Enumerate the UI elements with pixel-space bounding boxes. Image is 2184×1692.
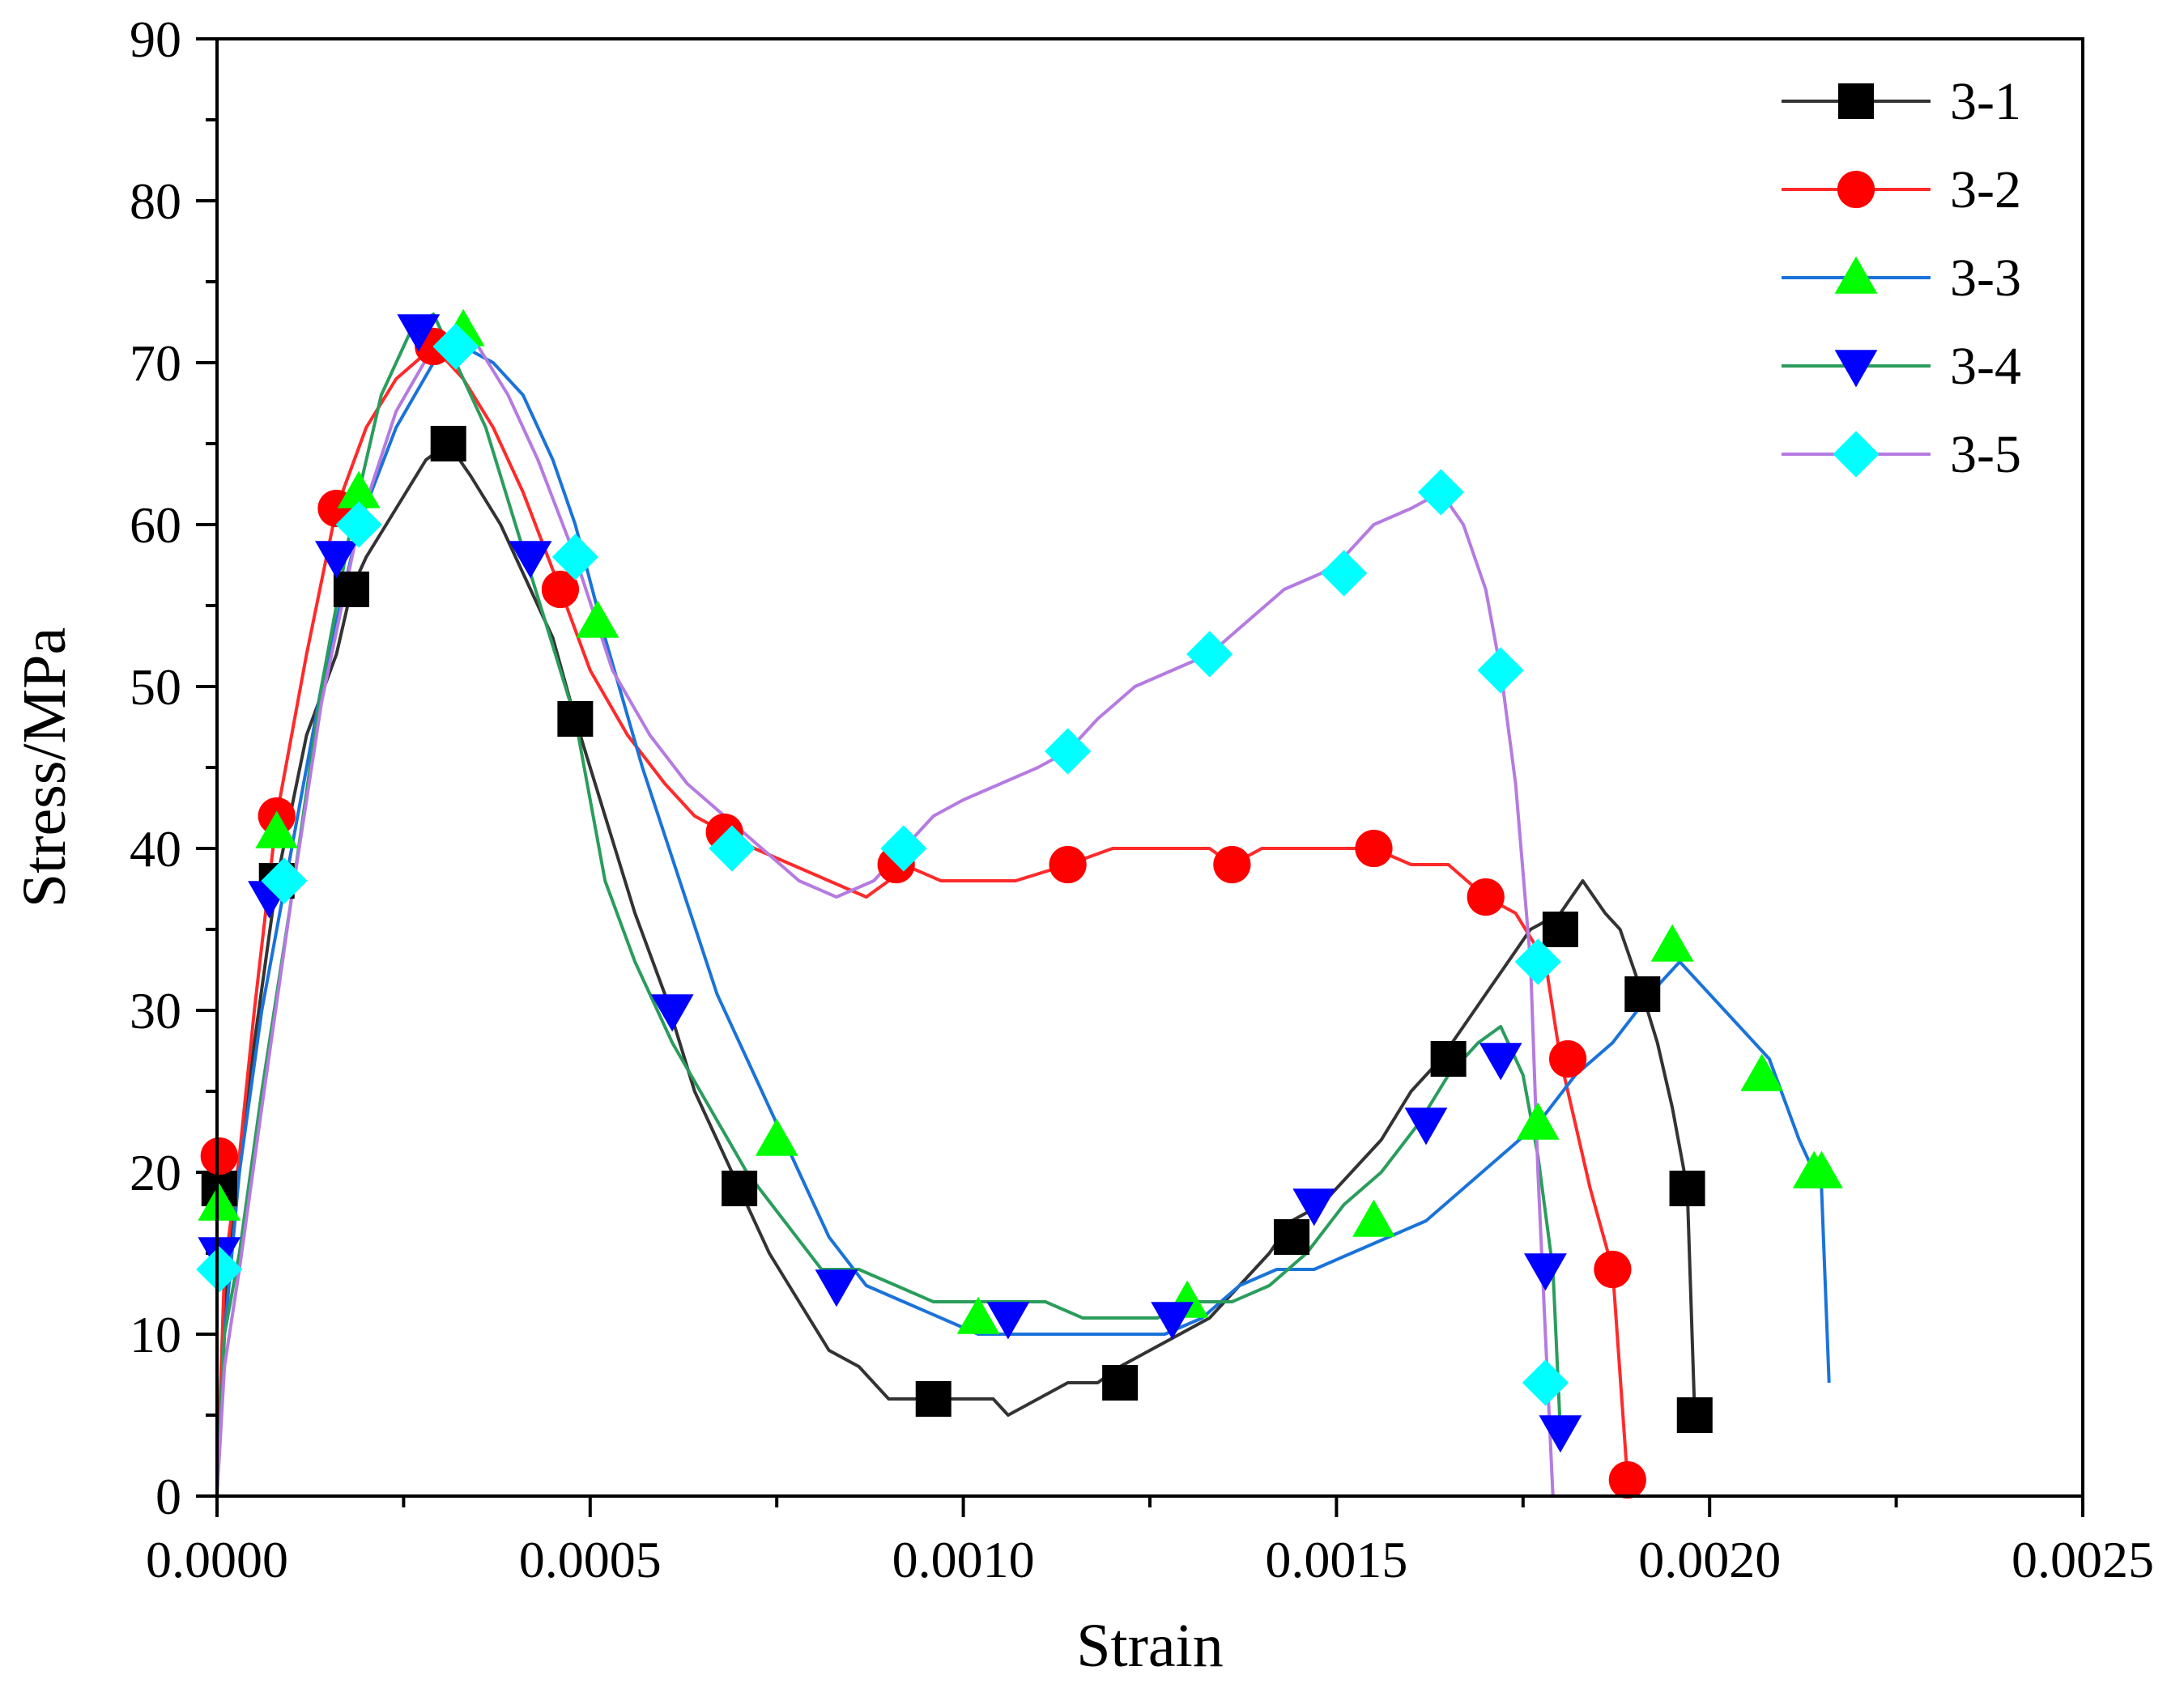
- data-point-3-1: [557, 701, 594, 737]
- data-point-3-1: [722, 1171, 758, 1206]
- legend: 3-1 3-2 3-3 3-4 3-5: [1782, 72, 2021, 484]
- data-point-3-5: [335, 501, 382, 548]
- data-point-3-3: [956, 1296, 1000, 1334]
- data-point-3-3: [198, 1183, 241, 1221]
- data-point-3-5: [709, 825, 756, 872]
- data-point-3-4: [509, 541, 552, 579]
- data-point-3-4: [650, 994, 694, 1032]
- tick-labels: 0.0000 0.0005 0.0010 0.0015 0.0020 0.0025 0 10 2…: [130, 11, 2154, 1588]
- series-line-3-4: [215, 312, 1562, 1497]
- data-point-3-1: [1102, 1365, 1139, 1401]
- y-axis-title: Stress/MPa: [11, 627, 79, 908]
- legend-marker-3-5: [1833, 431, 1880, 478]
- data-point-3-1: [915, 1381, 952, 1417]
- data-point-3-4: [315, 541, 358, 579]
- x-tick-label: 0.0000: [146, 1531, 288, 1588]
- data-point-3-4: [1404, 1107, 1448, 1146]
- data-point-3-5: [551, 534, 598, 580]
- x-axis-title: Strain: [1076, 1612, 1224, 1680]
- axis-ticks: [196, 37, 2084, 1517]
- y-tick-label: 80: [130, 172, 181, 230]
- data-point-3-1: [1669, 1171, 1705, 1206]
- x-tick-label: 0.0015: [1265, 1531, 1407, 1588]
- y-tick-label: 70: [130, 334, 181, 392]
- data-point-3-2: [1213, 845, 1251, 884]
- x-tick-label: 0.0020: [1638, 1531, 1781, 1588]
- data-point-3-3: [1650, 924, 1694, 962]
- data-point-3-5: [1417, 469, 1465, 516]
- x-tick-label: 0.0005: [519, 1531, 662, 1588]
- y-tick-label: 40: [130, 820, 181, 878]
- legend-marker-3-2: [1837, 170, 1875, 209]
- x-tick-label: 0.0025: [2012, 1531, 2154, 1588]
- data-point-3-2: [1467, 878, 1505, 916]
- data-point-3-1: [1624, 976, 1661, 1012]
- data-point-3-1: [1430, 1041, 1467, 1077]
- data-point-3-2: [1355, 829, 1393, 868]
- y-tick-label: 10: [130, 1306, 181, 1363]
- data-point-3-2: [1608, 1460, 1646, 1499]
- data-point-3-5: [880, 825, 927, 872]
- data-point-3-4: [1524, 1253, 1567, 1291]
- data-point-3-2: [541, 570, 580, 609]
- data-point-3-4: [1151, 1302, 1194, 1340]
- data-point-3-3: [755, 1118, 798, 1156]
- data-point-3-4: [1479, 1043, 1522, 1081]
- data-point-3-2: [1049, 845, 1087, 884]
- data-point-3-3: [1352, 1199, 1395, 1237]
- data-point-3-2: [1548, 1039, 1587, 1078]
- data-point-3-5: [1321, 550, 1368, 597]
- data-point-3-2: [200, 1137, 238, 1175]
- legend-label-3-5: 3-5: [1950, 425, 2021, 484]
- y-tick-label: 20: [130, 1144, 181, 1201]
- data-point-3-3: [1800, 1150, 1843, 1188]
- x-tick-label: 0.0010: [892, 1531, 1035, 1588]
- data-point-3-1: [1542, 912, 1578, 947]
- data-point-3-5: [196, 1246, 243, 1293]
- series-line-3-1: [215, 442, 1697, 1497]
- data-point-3-3: [1740, 1053, 1784, 1091]
- legend-label-3-4: 3-4: [1950, 337, 2021, 396]
- data-point-3-4: [986, 1302, 1030, 1340]
- legend-marker-3-4: [1834, 350, 1878, 388]
- legend-label-3-2: 3-2: [1950, 160, 2021, 219]
- data-point-3-5: [432, 323, 479, 370]
- y-tick-label: 90: [130, 11, 181, 68]
- data-point-3-3: [576, 600, 619, 638]
- data-point-3-4: [815, 1269, 858, 1307]
- plot-frame: [215, 37, 2084, 1498]
- data-point-3-4: [397, 314, 441, 352]
- legend-marker-3-3: [1834, 256, 1878, 294]
- data-point-3-1: [1274, 1219, 1310, 1255]
- data-point-3-3: [1516, 1102, 1560, 1140]
- data-point-3-1: [333, 572, 369, 607]
- data-point-3-5: [1186, 631, 1233, 678]
- data-point-3-1: [1676, 1397, 1713, 1433]
- data-point-3-3: [255, 810, 299, 848]
- legend-marker-3-1: [1838, 83, 1874, 119]
- data-point-3-2: [1594, 1250, 1632, 1289]
- y-tick-label: 30: [130, 982, 181, 1039]
- legend-label-3-3: 3-3: [1950, 249, 2021, 308]
- data-point-3-5: [261, 857, 308, 904]
- data-point-3-1: [430, 426, 466, 461]
- data-point-3-5: [1477, 647, 1524, 694]
- legend-label-3-1: 3-1: [1950, 72, 2021, 131]
- y-tick-label: 60: [130, 496, 181, 554]
- y-tick-label: 50: [130, 658, 181, 716]
- data-point-3-3: [337, 470, 381, 508]
- data-point-3-4: [1292, 1188, 1336, 1226]
- data-point-3-5: [1514, 938, 1561, 985]
- y-tick-label: 0: [155, 1468, 181, 1525]
- data-point-3-5: [1522, 1359, 1569, 1406]
- data-point-3-4: [1539, 1415, 1582, 1453]
- data-point-3-5: [1045, 728, 1092, 775]
- series-markers: [196, 308, 1843, 1499]
